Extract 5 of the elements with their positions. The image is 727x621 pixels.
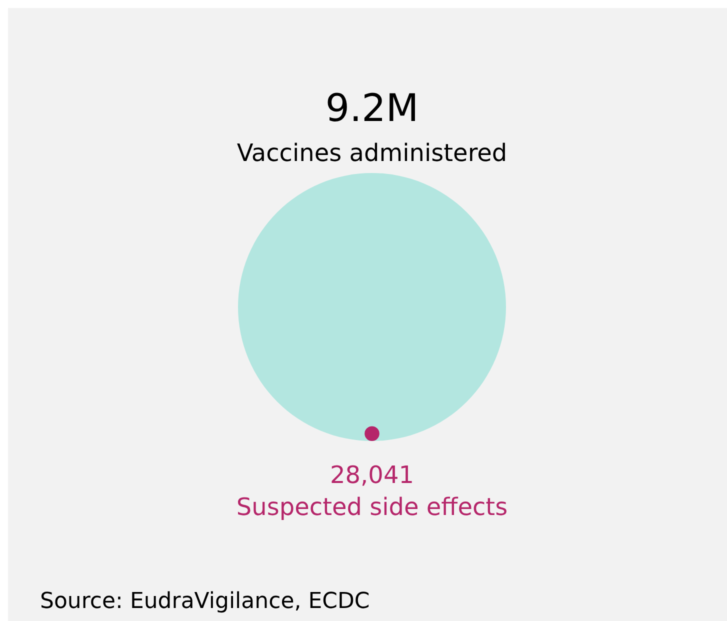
category-label: Suspected side effects — [236, 493, 508, 521]
source-note: Source: EudraVigilance, ECDC — [40, 589, 370, 614]
data-label: 9.2M — [325, 86, 419, 130]
category-label: Vaccines administered — [236, 139, 508, 167]
data-label: 28,041 — [330, 461, 414, 489]
